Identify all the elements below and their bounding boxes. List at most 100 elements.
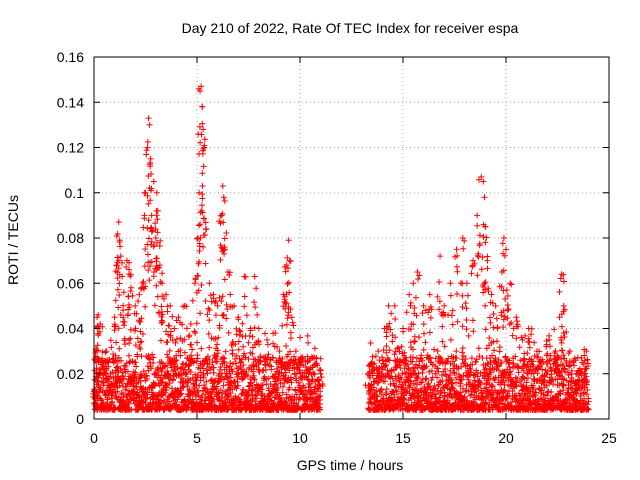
data-point <box>193 399 200 406</box>
x-tick-label: 5 <box>193 430 201 446</box>
data-point <box>544 392 551 399</box>
data-point <box>485 285 492 292</box>
data-point <box>304 359 311 366</box>
data-point <box>470 317 477 324</box>
data-point <box>145 267 152 274</box>
data-point <box>581 366 588 373</box>
data-point <box>457 380 464 387</box>
data-point <box>167 333 174 340</box>
data-point <box>120 375 127 382</box>
data-point <box>434 293 441 300</box>
data-point <box>178 390 185 397</box>
data-point <box>394 345 401 352</box>
data-point <box>244 373 251 380</box>
data-point <box>520 374 527 381</box>
data-point <box>187 368 194 375</box>
data-point <box>303 367 310 374</box>
data-point <box>447 336 454 343</box>
data-point <box>199 103 206 110</box>
data-point <box>116 238 123 245</box>
data-point <box>148 238 155 245</box>
data-point <box>544 358 551 365</box>
data-point <box>214 358 221 365</box>
data-point <box>467 372 474 379</box>
data-point <box>218 298 225 305</box>
data-point <box>435 368 442 375</box>
data-point <box>103 348 110 355</box>
data-point <box>558 347 565 354</box>
data-point <box>141 263 148 270</box>
data-point <box>543 360 550 367</box>
data-point <box>540 391 547 398</box>
data-point <box>569 359 576 366</box>
data-point <box>448 312 455 319</box>
data-point <box>142 303 149 310</box>
data-point <box>262 330 269 337</box>
data-point <box>215 334 222 341</box>
data-point <box>224 305 231 312</box>
data-point <box>113 364 120 371</box>
data-point <box>200 232 207 239</box>
data-point <box>94 392 101 399</box>
data-point <box>466 365 473 372</box>
data-point <box>311 378 318 385</box>
data-point <box>196 243 203 250</box>
data-point <box>125 352 132 359</box>
data-point <box>579 384 586 391</box>
data-point <box>438 372 445 379</box>
data-point <box>486 314 493 321</box>
data-point <box>121 322 128 329</box>
data-point <box>469 361 476 368</box>
data-point <box>462 356 469 363</box>
data-point <box>423 375 430 382</box>
data-point <box>584 360 591 367</box>
data-point <box>240 362 247 369</box>
data-point <box>172 364 179 371</box>
data-point <box>427 384 434 391</box>
data-point <box>200 365 207 372</box>
data-point <box>252 391 259 398</box>
data-point <box>423 363 430 370</box>
data-point <box>499 240 506 247</box>
data-point <box>540 359 547 366</box>
data-point <box>565 369 572 376</box>
data-point <box>249 344 256 351</box>
data-point <box>293 370 300 377</box>
data-point <box>111 321 118 328</box>
data-point <box>153 282 160 289</box>
data-point <box>437 253 444 260</box>
data-point <box>302 387 309 394</box>
data-point <box>474 252 481 259</box>
data-point <box>132 302 139 309</box>
data-point <box>459 235 466 241</box>
data-point <box>272 371 279 378</box>
data-point <box>380 396 387 403</box>
data-point <box>581 352 588 359</box>
data-point <box>365 388 372 395</box>
y-tick-label: 0.08 <box>57 230 84 246</box>
data-point <box>362 382 369 389</box>
data-point <box>123 360 130 367</box>
data-point <box>117 253 124 260</box>
data-point <box>451 370 458 377</box>
data-point <box>524 350 531 357</box>
data-point <box>202 219 209 226</box>
data-point <box>461 237 468 244</box>
data-point <box>219 182 226 189</box>
data-point <box>283 321 290 328</box>
data-point <box>268 363 275 370</box>
data-point <box>117 311 124 318</box>
data-point <box>513 318 520 325</box>
data-point <box>126 395 133 402</box>
data-point <box>265 375 272 382</box>
data-point <box>160 295 167 302</box>
data-point <box>167 302 174 309</box>
data-point <box>583 373 590 380</box>
data-point <box>99 372 106 379</box>
data-point <box>140 368 147 375</box>
data-point <box>175 314 182 321</box>
data-points <box>90 83 592 413</box>
data-point <box>145 352 152 359</box>
data-point <box>147 155 154 162</box>
data-point <box>112 268 119 275</box>
